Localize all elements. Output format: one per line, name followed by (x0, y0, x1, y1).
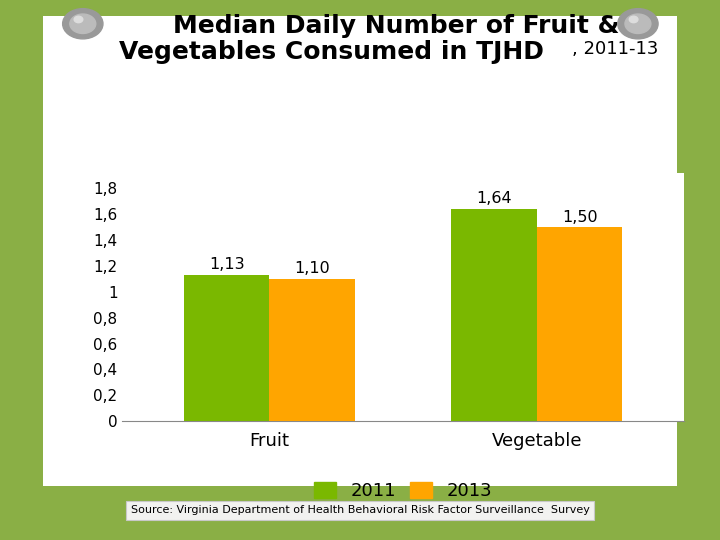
Text: 1,13: 1,13 (209, 258, 245, 272)
Text: , 2011-13: , 2011-13 (572, 40, 659, 58)
Bar (269, 279, 355, 421)
Text: Source: Virginia Department of Health Behavioral Risk Factor Surveillance  Surve: Source: Virginia Department of Health Be… (130, 505, 590, 515)
Text: Vegetables Consumed in TJHD: Vegetables Consumed in TJHD (119, 40, 544, 64)
Legend: 2011, 2013: 2011, 2013 (307, 475, 499, 508)
Text: Median Daily Number of Fruit &: Median Daily Number of Fruit & (173, 14, 619, 37)
Bar (537, 227, 623, 421)
Bar (451, 209, 537, 421)
Bar (184, 275, 269, 421)
Text: 1,64: 1,64 (477, 192, 512, 206)
Text: 1,10: 1,10 (294, 261, 330, 276)
Text: 1,50: 1,50 (562, 210, 598, 225)
